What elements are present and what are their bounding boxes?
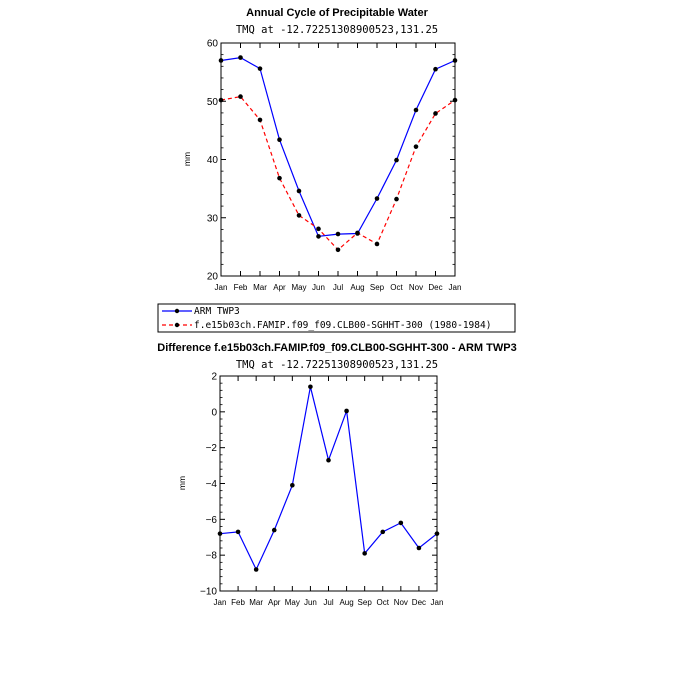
chart2-series-0-point [253,567,259,572]
chart1-xtick-label: Jul [333,283,343,292]
chart1-series-1-point [433,111,438,116]
chart2-ytick-label: 2 [211,372,217,383]
chart2-xtick-label: Nov [394,598,408,607]
annual-cycle-chart: Annual Cycle of Precipitable Water TMQ a… [182,7,461,292]
chart2-xtick-label: Jul [323,598,333,607]
chart1-ytick-label: 30 [207,213,219,224]
difference-chart: Difference f.e15b03ch.FAMIP.f09_f09.CLB0… [157,342,516,607]
chart1-series-0-point [218,58,224,63]
chart2-series-0-point [235,529,241,535]
legend: ARM TWP3 f.e15b03ch.FAMIP.f09_f09.CLB00-… [157,303,516,333]
chart1-series-0-point [238,55,243,60]
chart1-xtick-label: Feb [234,283,248,292]
chart2-series-0-point [290,482,295,488]
chart1-series-0-point [277,137,282,142]
chart2-ytick-label: 0 [211,407,217,418]
chart2-series-0-point [434,531,440,536]
chart1-y-axis-label: mm [182,152,192,166]
chart2-xtick-label: Apr [268,598,281,607]
chart2-y-axis-label: mm [177,476,187,490]
chart1-series-1-point [374,241,380,247]
chart1-xtick-label: Mar [253,283,267,292]
chart2-xtick-label: May [285,598,300,607]
chart2-series-0-point [380,529,386,535]
chart1-subtitle: TMQ at -12.72251308900523,131.25 [236,24,438,36]
chart2-series-0-point [308,384,313,390]
legend-marker-arm [174,308,180,314]
chart1-series-1-point [316,226,321,232]
chart1-title: Annual Cycle of Precipitable Water [246,7,428,19]
chart1-ytick-label: 20 [207,272,219,283]
chart2-xtick-label: Jan [214,598,227,607]
chart1-series-0-point [452,58,458,63]
chart1-series-line-1 [220,95,456,251]
chart2-xtick-label: Sep [358,598,373,607]
chart2-xtick-label: Dec [412,598,426,607]
legend-label-arm: ARM TWP3 [194,306,240,317]
chart1-series-0-point [413,107,419,113]
chart2-series-0-point [398,520,404,526]
chart2-series-0-point [326,457,331,463]
legend-marker-model [174,322,180,328]
chart1-xtick-label: May [291,283,306,292]
chart2-series-0-point [344,408,349,414]
chart1-xtick-label: Aug [350,283,364,292]
chart1-plot-frame [220,42,456,277]
chart2-ytick-label: −2 [206,443,218,454]
chart1-series-0-point [296,188,302,194]
chart2-series-0-point [271,527,277,533]
chart1-series-1-point [355,230,360,236]
chart1-series-1-point [218,97,224,103]
chart1-xtick-label: Sep [370,283,385,292]
chart2-series-0-point [217,531,223,536]
legend-label-model: f.e15b03ch.FAMIP.f09_f09.CLB00-SGHHT-300… [194,320,491,331]
chart1-xtick-label: Jun [312,283,325,292]
chart1-series-0-point [374,196,380,201]
chart1-series-1-point [257,117,263,123]
chart1-xtick-label: Jan [449,283,462,292]
chart2-series-0-point [362,551,367,556]
chart2-ytick-label: −6 [206,515,218,526]
chart1-xtick-label: Jan [215,283,228,292]
chart2-xtick-label: Jan [431,598,444,607]
chart1-series-0-point [257,66,263,71]
chart1-series-1-point [335,247,341,253]
chart1-xtick-label: Oct [390,283,403,292]
chart2-xtick-label: Mar [249,598,263,607]
chart1-ytick-label: 50 [207,97,219,108]
chart1-ytick-label: 40 [207,155,219,166]
chart2-xtick-label: Oct [377,598,390,607]
chart1-series-0-point [335,231,341,237]
chart1-series-0-point [433,66,438,72]
chart1-series-1-point [296,213,302,218]
chart1-series-line-0 [220,56,456,238]
chart1-series-1-point [413,144,419,149]
chart1-xtick-label: Nov [409,283,423,292]
chart2-series-0-point [416,545,422,551]
chart2-subtitle: TMQ at -12.72251308900523,131.25 [236,359,438,371]
chart2-title: Difference f.e15b03ch.FAMIP.f09_f09.CLB0… [157,342,516,354]
chart1-series-1-point [394,196,399,202]
chart2-ytick-label: −4 [206,479,218,490]
chart2-ytick-label: −8 [206,551,218,562]
chart1-series-1-point [452,97,458,103]
chart2-ytick-label: −10 [200,587,217,598]
chart1-series-0-point [394,157,399,163]
chart1-ytick-label: 60 [207,39,219,50]
chart2-xtick-label: Jun [304,598,317,607]
chart1-series-1-point [277,175,282,181]
chart1-series-1-point [238,94,243,99]
chart1-series-0-point [316,234,321,239]
chart2-plot-frame [219,375,438,592]
chart2-series-line-0 [219,386,438,571]
chart1-xtick-label: Dec [428,283,442,292]
chart1-xtick-label: Apr [273,283,286,292]
chart2-xtick-label: Aug [339,598,353,607]
legend-box [157,303,516,333]
chart2-xtick-label: Feb [231,598,245,607]
